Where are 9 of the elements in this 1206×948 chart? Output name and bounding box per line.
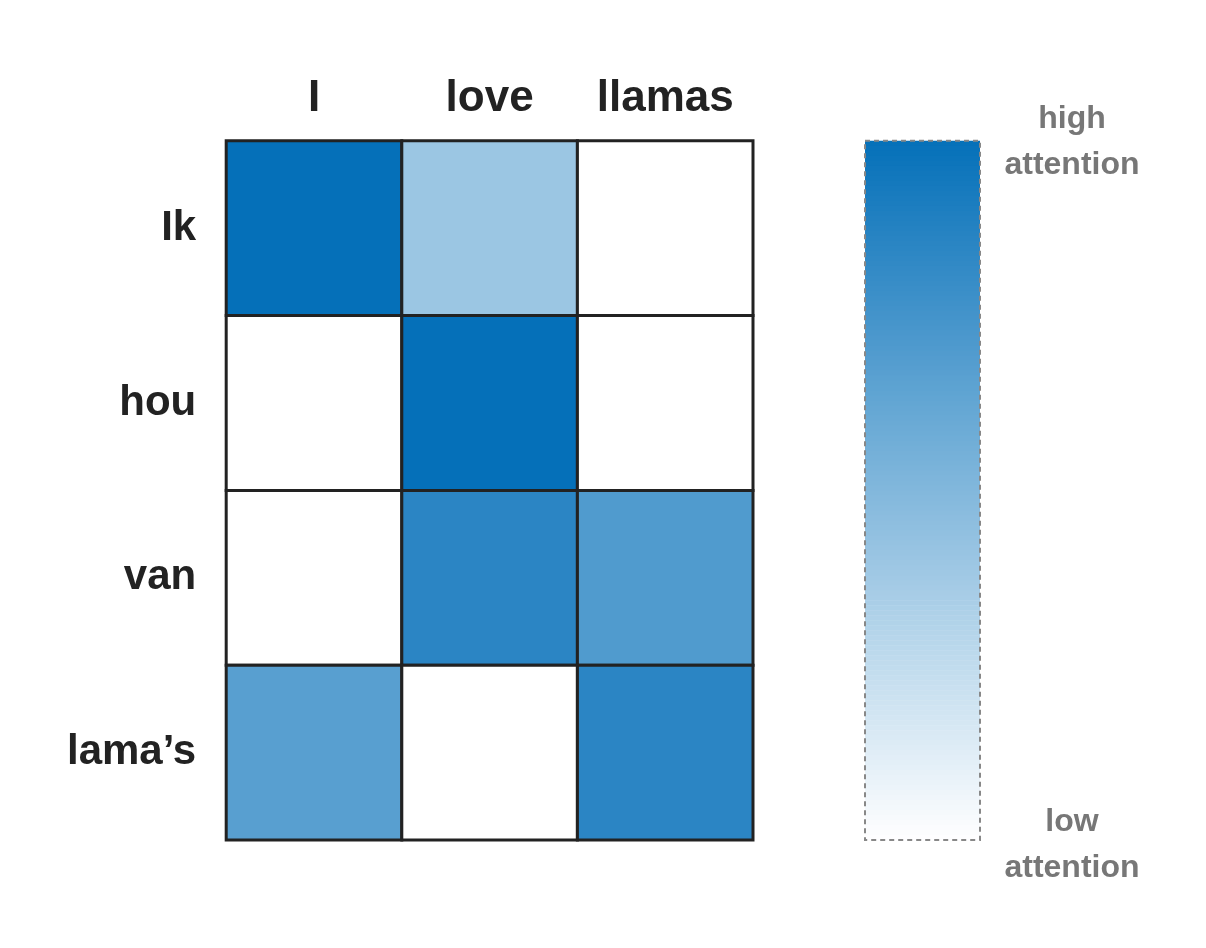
color-bar-label: low attention [1004,801,1140,884]
x-tick-label: I [307,70,321,120]
x-tick-label: llamas [596,70,734,120]
y-tick-label: hou [119,376,197,424]
y-tick-label: lama’s [67,726,197,774]
x-tick-label: love [445,70,534,120]
y-tick-label: van [123,551,197,599]
y-tick-label: Ik [161,201,197,249]
color-bar-label: high attention [1004,98,1140,181]
